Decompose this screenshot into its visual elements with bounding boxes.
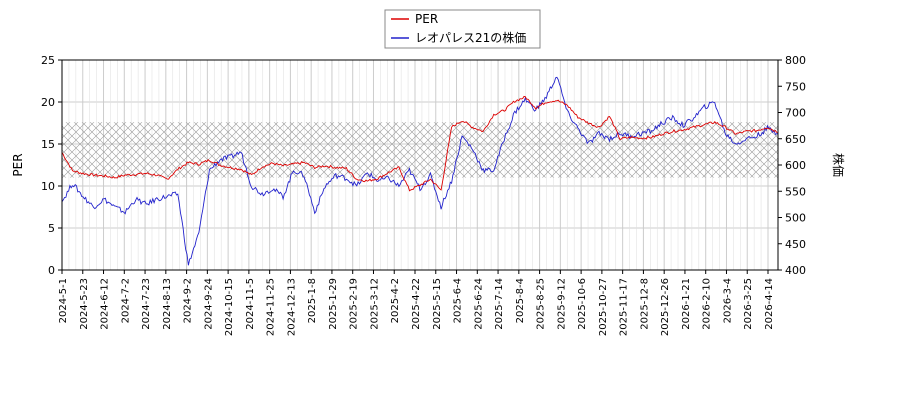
right-tick-label: 700	[785, 107, 806, 120]
x-tick-label: 2025-8-25	[536, 278, 547, 330]
x-tick-label: 2026-4-14	[764, 278, 775, 330]
left-tick-label: 15	[41, 138, 55, 151]
series-line-per	[62, 95, 778, 192]
x-tick-label: 2025-10-6	[577, 278, 588, 330]
legend-label-per: PER	[415, 12, 438, 26]
x-tick-label: 2024-11-25	[266, 278, 277, 336]
right-tick-label: 550	[785, 185, 806, 198]
x-tick-label: 2025-4-2	[390, 278, 401, 323]
x-tick-label: 2025-4-22	[411, 278, 422, 330]
x-tick-label: 2025-6-4	[453, 278, 464, 323]
x-tick-label: 2024-10-15	[224, 278, 235, 336]
left-axis: 0 5 10 15 20 25	[41, 54, 62, 277]
x-tick-label: 2024-7-23	[141, 278, 152, 330]
x-tick-label: 2024-9-24	[203, 278, 214, 330]
legend: PER レオパレス21の株価	[384, 9, 541, 49]
x-tick-label: 2026-3-25	[743, 278, 754, 330]
right-tick-label: 400	[785, 264, 806, 277]
left-tick-label: 0	[48, 264, 55, 277]
x-tick-label: 2025-10-27	[598, 278, 609, 336]
x-tick-label: 2024-6-12	[100, 278, 111, 330]
x-tick-label: 2025-12-26	[660, 278, 671, 336]
x-tick-label: 2025-11-17	[619, 278, 630, 336]
series-layer	[62, 76, 778, 266]
right-tick-label: 450	[785, 238, 806, 251]
x-tick-label: 2024-11-5	[245, 278, 256, 330]
right-tick-label: 500	[785, 212, 806, 225]
x-tick-label: 2025-8-4	[515, 278, 526, 323]
x-tick-label: 2025-9-12	[556, 278, 567, 330]
y-axis-label-left: PER	[11, 153, 25, 176]
x-tick-label: 2024-7-2	[120, 278, 131, 323]
series-line-price	[62, 76, 778, 266]
right-tick-label: 750	[785, 80, 806, 93]
x-tick-label: 2025-7-14	[494, 278, 505, 330]
x-tick-label: 2025-5-15	[432, 278, 443, 330]
x-tick-label: 2025-2-19	[349, 278, 360, 330]
right-tick-label: 650	[785, 133, 806, 146]
bottom-axis: 2024-5-1 2024-5-23 2024-6-12 2024-7-2 2024-7…	[58, 270, 775, 336]
x-tick-label: 2026-2-10	[702, 278, 713, 330]
legend-label-price: レオパレス21の株価	[415, 30, 526, 45]
x-tick-label: 2026-1-21	[681, 278, 692, 330]
left-tick-label: 25	[41, 54, 55, 67]
right-tick-label: 800	[785, 54, 806, 67]
x-tick-label: 2025-6-24	[473, 278, 484, 330]
x-tick-label: 2024-12-13	[286, 278, 297, 336]
x-tick-label: 2025-12-8	[639, 278, 650, 330]
x-tick-label: 2025-1-29	[328, 278, 339, 330]
reference-band	[62, 122, 778, 178]
y-axis-label-right: 株価	[831, 153, 846, 177]
right-axis: 400 450 500 550 600 650 700 750 800	[778, 54, 806, 277]
x-tick-label: 2024-5-1	[58, 278, 69, 323]
x-tick-label: 2024-5-23	[79, 278, 90, 330]
x-tick-label: 2025-3-12	[369, 278, 380, 330]
x-tick-label: 2024-9-2	[183, 278, 194, 323]
x-tick-label: 2024-8-13	[162, 278, 173, 330]
legend-box	[384, 9, 541, 49]
x-tick-label: 2025-1-8	[307, 278, 318, 323]
left-tick-label: 20	[41, 96, 55, 109]
left-tick-label: 10	[41, 180, 55, 193]
x-tick-label: 2026-3-4	[722, 278, 733, 323]
left-tick-label: 5	[48, 222, 55, 235]
right-tick-label: 600	[785, 159, 806, 172]
